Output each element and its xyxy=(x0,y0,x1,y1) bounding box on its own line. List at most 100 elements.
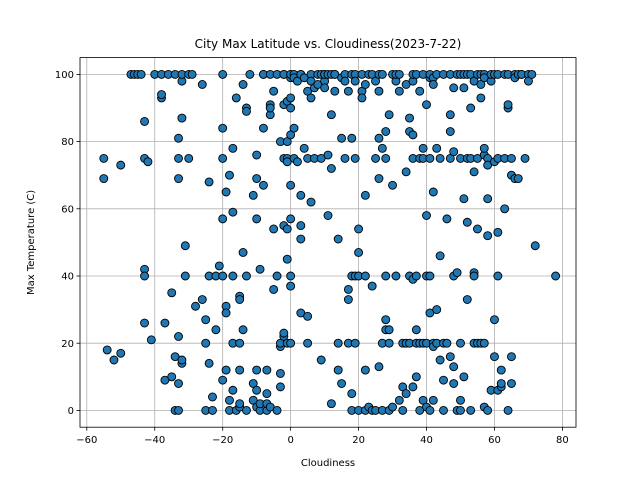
data-point xyxy=(377,143,387,153)
data-point xyxy=(354,248,364,257)
data-point xyxy=(140,271,149,281)
data-point xyxy=(435,251,445,261)
data-point xyxy=(343,284,353,294)
data-point xyxy=(269,224,279,234)
y-tick-label: 60 xyxy=(61,204,74,215)
data-point xyxy=(242,271,251,281)
data-point xyxy=(326,110,336,120)
data-point xyxy=(333,365,343,375)
data-point xyxy=(225,170,234,180)
data-point xyxy=(445,110,455,120)
data-point xyxy=(174,379,183,388)
data-point xyxy=(184,153,194,163)
data-point xyxy=(303,338,313,348)
data-point xyxy=(228,271,238,281)
data-point xyxy=(377,69,387,79)
data-point xyxy=(360,190,370,200)
data-point xyxy=(323,150,333,160)
y-axis-ticks: 0 20 40 60 80 100 xyxy=(55,70,80,417)
data-point xyxy=(326,164,336,173)
y-axis-label: Max Temperature (C) xyxy=(26,190,37,295)
data-point xyxy=(208,392,217,402)
y-tick-label: 0 xyxy=(68,406,74,417)
x-tick-label: −60 xyxy=(76,435,97,446)
data-point xyxy=(174,332,183,341)
data-point xyxy=(218,123,228,133)
y-tick-label: 100 xyxy=(55,70,74,81)
data-point xyxy=(333,234,343,244)
data-point xyxy=(374,86,384,96)
data-point xyxy=(388,180,397,190)
data-point xyxy=(360,271,370,281)
data-point xyxy=(252,174,262,184)
data-point xyxy=(418,143,428,153)
data-point xyxy=(462,295,472,304)
data-point xyxy=(435,153,445,163)
data-point xyxy=(337,133,347,143)
data-point xyxy=(507,352,516,362)
data-point xyxy=(286,214,296,224)
data-point xyxy=(286,180,296,190)
x-tick-label: 80 xyxy=(556,435,569,446)
data-point xyxy=(408,130,418,140)
data-point xyxy=(388,402,397,412)
data-point xyxy=(354,224,364,234)
data-point xyxy=(252,214,262,224)
data-point xyxy=(462,217,472,227)
data-point xyxy=(221,187,231,197)
data-point xyxy=(479,338,489,348)
data-point xyxy=(286,271,296,281)
data-point xyxy=(99,174,109,184)
data-point xyxy=(496,379,506,388)
data-point xyxy=(140,318,149,328)
data-point xyxy=(483,194,493,204)
data-point xyxy=(425,271,435,281)
data-point xyxy=(428,395,438,405)
data-point xyxy=(286,93,296,103)
data-point xyxy=(360,80,370,89)
data-point xyxy=(333,338,343,348)
data-point xyxy=(272,405,282,415)
data-point xyxy=(411,325,421,335)
data-point xyxy=(357,93,367,103)
data-point xyxy=(350,76,360,86)
data-point xyxy=(174,174,183,184)
data-point xyxy=(350,153,360,163)
data-point xyxy=(299,143,309,153)
data-point xyxy=(228,207,238,217)
data-point xyxy=(282,254,292,264)
data-point xyxy=(530,241,540,251)
data-point xyxy=(398,405,408,415)
data-point xyxy=(343,86,353,96)
data-point xyxy=(157,90,166,100)
data-point xyxy=(177,113,187,123)
data-point xyxy=(411,271,421,281)
data-point xyxy=(174,405,183,415)
data-point xyxy=(371,153,381,163)
data-point xyxy=(415,86,425,96)
data-point xyxy=(435,355,445,365)
data-point xyxy=(214,261,224,271)
data-point xyxy=(384,325,394,335)
data-point xyxy=(235,338,245,348)
data-point xyxy=(228,143,238,153)
data-point xyxy=(201,338,211,348)
data-point xyxy=(316,355,326,365)
data-point xyxy=(503,405,513,415)
x-axis-label: Cloudiness xyxy=(301,458,355,469)
data-point xyxy=(401,389,411,399)
data-point xyxy=(493,271,503,281)
data-point xyxy=(384,338,394,348)
data-point xyxy=(384,110,394,120)
data-point xyxy=(391,271,401,281)
data-point xyxy=(490,352,499,362)
data-point xyxy=(527,69,537,79)
data-point xyxy=(496,365,506,375)
data-point xyxy=(405,113,414,123)
data-point xyxy=(286,281,296,291)
data-point xyxy=(449,147,459,157)
data-point xyxy=(248,190,258,200)
x-tick-label: −40 xyxy=(144,435,165,446)
data-point xyxy=(296,234,306,244)
